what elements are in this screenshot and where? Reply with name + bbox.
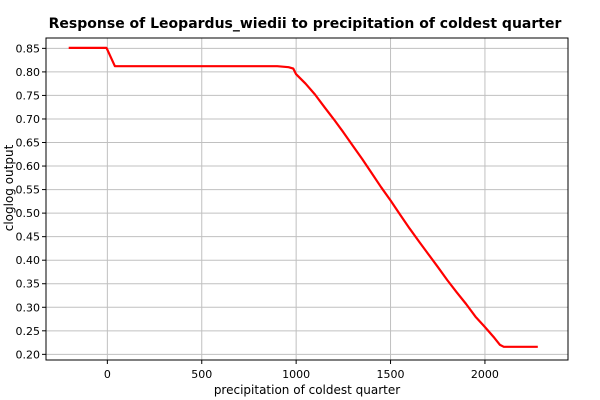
axis-ticks: 0 500 1000 1500 2000 0.20 0.25 0.30 0.35 0.40 0.45… (16, 42, 499, 381)
y-tick-label: 0.50 (16, 207, 41, 220)
x-tick-label: 1000 (282, 368, 310, 381)
y-tick-label: 0.40 (16, 254, 41, 267)
y-tick-label: 0.65 (16, 137, 41, 150)
y-tick-label: 0.20 (16, 348, 41, 361)
plot-area (68, 46, 538, 348)
chart-title: Response of Leopardus_wiedii to precipit… (49, 16, 562, 32)
y-tick-label: 0.85 (16, 42, 41, 55)
x-tick-label: 2000 (471, 368, 499, 381)
y-axis-label: cloglog output (2, 144, 16, 231)
x-tick-label: 1500 (377, 368, 405, 381)
x-tick-label: 0 (104, 368, 111, 381)
y-tick-label: 0.35 (16, 278, 41, 291)
y-tick-label: 0.45 (16, 231, 41, 244)
grid (46, 38, 568, 360)
y-tick-label: 0.70 (16, 113, 41, 126)
plot-frame (45, 37, 569, 361)
y-tick-label: 0.55 (16, 184, 41, 197)
y-tick-label: 0.30 (16, 301, 41, 314)
x-axis-label: precipitation of coldest quarter (214, 383, 400, 397)
y-tick-label: 0.60 (16, 160, 41, 173)
y-tick-label: 0.80 (16, 66, 41, 79)
y-tick-label: 0.75 (16, 89, 41, 102)
response-curve (68, 46, 538, 348)
x-tick-label: 500 (191, 368, 212, 381)
y-tick-label: 0.25 (16, 325, 41, 338)
